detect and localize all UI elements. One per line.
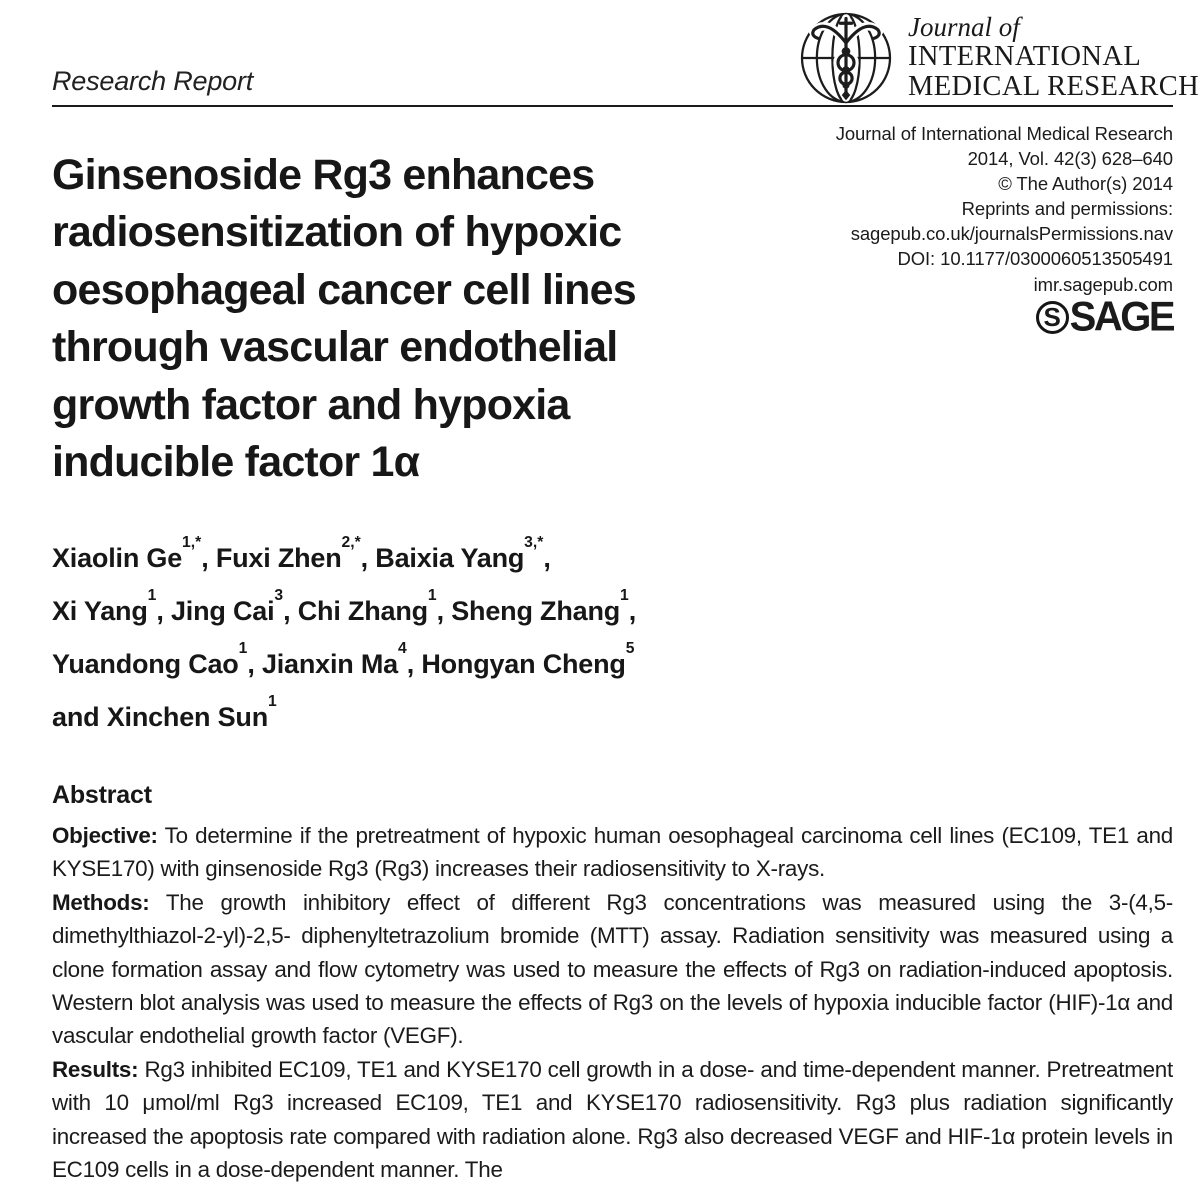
- text-line: DOI: 10.1177/0300060513505491: [897, 248, 1173, 270]
- text-line: inducible factor 1α: [52, 438, 420, 487]
- text-line: radiosensitization of hypoxic: [52, 208, 622, 257]
- abstract-paragraph: Results: Rg3 inhibited EC109, TE1 and KY…: [52, 1056, 1173, 1183]
- author-line: Xi Yang1, Jing Cai3, Chi Zhang1, Sheng Z…: [52, 587, 637, 626]
- text-line: imr.sagepub.com: [1033, 273, 1173, 295]
- globe-caduceus-icon: [800, 12, 892, 104]
- author-line: Xiaolin Ge1,*, Fuxi Zhen2,*, Baixia Yang…: [52, 534, 551, 573]
- author-affiliation-sup: 1: [620, 587, 629, 605]
- article-title: Ginsenoside Rg3 enhances radiosensitizati…: [52, 147, 832, 491]
- author-affiliation-sup: 1: [268, 693, 277, 711]
- journal-name-line2: MEDICAL RESEARCH: [908, 71, 1200, 102]
- abstract-body: Objective: To determine if the pretreatm…: [52, 819, 1173, 1186]
- author-list: Xiaolin Ge1,*, Fuxi Zhen2,*, Baixia Yang…: [52, 529, 912, 741]
- author-affiliation-sup: 3,*: [524, 534, 544, 552]
- citation-lines: Journal of International Medical Researc…: [836, 121, 1173, 297]
- sage-circle-s-icon: S: [1035, 300, 1069, 334]
- text-line: sagepub.co.uk/journalsPermissions.nav: [850, 223, 1173, 245]
- author-affiliation-sup: 2,*: [341, 534, 361, 552]
- text-line: Journal of International Medical Researc…: [835, 123, 1173, 144]
- author-affiliation-sup: 5: [625, 640, 635, 658]
- author-line: and Xinchen Sun1: [52, 693, 277, 732]
- abstract-paragraph: Methods: The growth inhibitory effect of…: [52, 889, 1173, 1049]
- journal-name-prefix: Journal of: [908, 12, 1020, 42]
- text-line: Ginsenoside Rg3 enhances: [52, 151, 595, 199]
- abstract-heading: Abstract: [52, 781, 152, 809]
- text-line: through vascular endothelial: [52, 323, 618, 372]
- section-label: Research Report: [52, 66, 254, 96]
- journal-name-line1: INTERNATIONAL: [908, 41, 1142, 72]
- abstract-section: Abstract Objective: To determine if the …: [52, 781, 1173, 1186]
- abstract-paragraph-label: Objective:: [52, 823, 158, 848]
- sage-logo: S SAGE: [836, 293, 1176, 340]
- text-line: 2014, Vol. 42(3) 628–640: [967, 148, 1173, 170]
- journal-masthead: Journal of INTERNATIONAL MEDICAL RESEARC…: [908, 12, 1199, 102]
- text-line: growth factor and hypoxia: [52, 380, 570, 429]
- text-line: oesophageal cancer cell lines: [52, 265, 637, 314]
- author-affiliation-sup: 1: [427, 587, 437, 605]
- sage-wordmark: SAGE: [1069, 293, 1176, 340]
- author-affiliation-sup: 3: [274, 587, 284, 605]
- author-affiliation-sup: 4: [397, 640, 407, 658]
- author-affiliation-sup: 1,*: [182, 534, 202, 552]
- author-affiliation-sup: 1: [147, 587, 157, 605]
- abstract-paragraph: Objective: To determine if the pretreatm…: [52, 823, 1173, 882]
- author-line: Yuandong Cao1, Jianxin Ma4, Hongyan Chen…: [52, 640, 635, 679]
- author-affiliation-sup: 1: [238, 640, 248, 658]
- text-line: © The Author(s) 2014: [998, 173, 1173, 195]
- citation-block: Journal of International Medical Researc…: [836, 121, 1176, 340]
- abstract-paragraph-label: Results:: [52, 1056, 139, 1082]
- text-line: Reprints and permissions:: [961, 198, 1173, 220]
- abstract-paragraph-label: Methods:: [52, 889, 150, 915]
- header-rule: [52, 105, 1173, 107]
